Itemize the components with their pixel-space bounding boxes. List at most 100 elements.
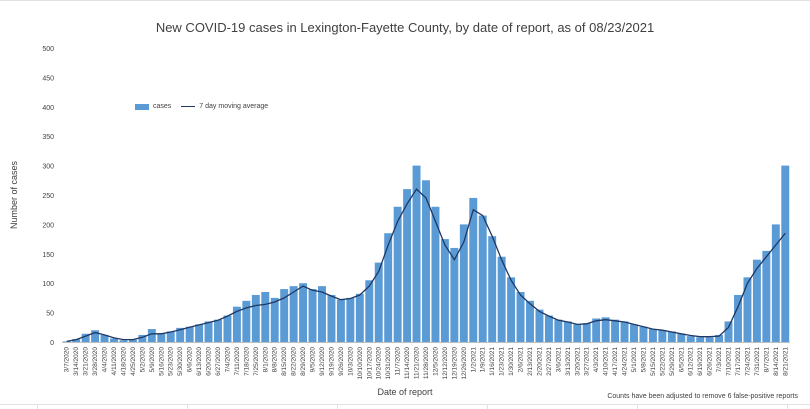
x-tick-label: 11/14/2020 xyxy=(404,347,411,379)
bar-cases xyxy=(185,326,194,342)
x-axis-title: Date of report xyxy=(377,387,433,397)
y-tick-label: 0 xyxy=(50,340,54,347)
bar-cases xyxy=(781,165,790,342)
x-tick-label: 12/12/2020 xyxy=(442,347,449,380)
x-tick-label: 6/5/2021 xyxy=(678,347,685,373)
bar-cases xyxy=(554,319,563,342)
y-tick-label: 200 xyxy=(42,222,54,229)
x-tick-label: 2/6/2021 xyxy=(518,347,525,373)
x-tick-label: 7/24/2021 xyxy=(744,347,751,376)
x-tick-label: 10/31/2020 xyxy=(385,347,392,380)
x-tick-label: 6/19/2021 xyxy=(697,347,704,376)
bar-cases xyxy=(270,297,279,342)
x-tick-label: 9/26/2020 xyxy=(338,347,345,376)
y-tick-label: 150 xyxy=(42,252,54,259)
bar-cases xyxy=(459,224,468,342)
bar-cases xyxy=(771,224,780,342)
bar-cases xyxy=(488,236,497,342)
legend-swatch-cases xyxy=(135,103,149,110)
x-tick-label: 5/30/2020 xyxy=(177,347,184,376)
bar-cases xyxy=(261,292,270,342)
x-tick-label: 4/25/2020 xyxy=(130,347,137,376)
x-tick-label: 8/22/2020 xyxy=(291,347,298,376)
x-tick-label: 11/21/2020 xyxy=(414,347,421,379)
x-tick-label: 7/31/2021 xyxy=(754,347,761,376)
bar-cases xyxy=(440,239,449,342)
x-tick-label: 5/1/2021 xyxy=(631,347,638,373)
bar-cases xyxy=(195,324,204,342)
x-tick-label: 3/28/2020 xyxy=(92,347,99,376)
y-tick-label: 450 xyxy=(42,75,54,82)
x-tick-label: 3/20/2021 xyxy=(574,347,581,376)
x-tick-label: 10/24/2020 xyxy=(376,347,383,380)
x-tick-label: 1/2/2021 xyxy=(470,347,477,373)
x-tick-label: 8/1/2020 xyxy=(262,347,269,373)
bar-cases xyxy=(204,321,213,342)
x-tick-label: 12/26/2020 xyxy=(461,347,468,380)
bar-cases xyxy=(318,286,326,342)
bar-cases xyxy=(223,315,232,342)
bar-cases xyxy=(450,247,459,342)
bar-cases xyxy=(752,259,761,342)
x-tick-label: 12/19/2020 xyxy=(451,347,458,380)
x-tick-label: 4/18/2020 xyxy=(120,347,127,376)
chart-legend: cases 7 day moving average xyxy=(135,103,268,110)
x-tick-label: 3/7/2020 xyxy=(64,347,71,373)
bar-cases xyxy=(422,180,430,342)
x-tick-label: 9/19/2020 xyxy=(328,347,335,376)
bar-cases xyxy=(393,206,402,342)
bar-cases xyxy=(147,329,156,342)
legend-label-moving-average: 7 day moving average xyxy=(199,103,269,110)
bar-cases xyxy=(743,277,752,342)
x-tick-label: 6/20/2020 xyxy=(206,347,213,376)
x-tick-label: 4/17/2021 xyxy=(612,347,619,376)
bar-cases xyxy=(582,323,591,342)
bar-cases xyxy=(289,286,298,342)
bar-cases xyxy=(242,300,251,342)
y-tick-label: 500 xyxy=(42,46,54,53)
bar-cases xyxy=(166,331,175,342)
bar-cases xyxy=(734,294,742,342)
x-tick-label: 7/17/2021 xyxy=(735,347,742,376)
bar-cases xyxy=(128,339,137,342)
x-tick-label: 8/7/2021 xyxy=(763,347,770,373)
x-tick-label: 8/29/2020 xyxy=(300,347,307,376)
x-tick-label: 5/8/2021 xyxy=(640,347,647,373)
y-tick-label: 100 xyxy=(42,281,54,288)
y-tick-label: 350 xyxy=(42,134,54,141)
bar-cases xyxy=(81,333,90,342)
x-tick-label: 9/12/2020 xyxy=(319,347,326,376)
x-tick-label: 10/10/2020 xyxy=(357,347,364,380)
bar-cases xyxy=(280,289,289,342)
bar-cases xyxy=(601,317,610,342)
x-tick-label: 8/15/2020 xyxy=(281,347,288,376)
bar-cases xyxy=(696,337,705,342)
bar-cases xyxy=(667,331,676,342)
chart-title: New COVID-19 cases in Lexington-Fayette … xyxy=(155,20,655,35)
x-tick-label: 3/21/2020 xyxy=(83,347,90,376)
footnote: Counts have been adjusted to remove 6 fa… xyxy=(607,393,798,400)
x-tick-label: 6/26/2021 xyxy=(707,347,714,376)
x-tick-label: 7/3/2021 xyxy=(716,347,723,373)
x-tick-label: 8/21/2021 xyxy=(782,347,789,376)
x-tick-label: 7/18/2020 xyxy=(243,347,250,376)
x-tick-label: 7/10/2021 xyxy=(726,347,733,376)
x-tick-label: 7/4/2020 xyxy=(224,347,231,373)
bar-cases xyxy=(526,300,534,342)
bar-cases xyxy=(762,250,771,342)
x-tick-label: 5/29/2021 xyxy=(669,347,676,376)
x-tick-label: 4/24/2021 xyxy=(622,347,629,376)
y-tick-label: 400 xyxy=(42,105,54,112)
bar-cases xyxy=(374,262,383,342)
bar-cases xyxy=(403,189,412,342)
bar-cases xyxy=(299,283,308,342)
x-tick-label: 10/3/2020 xyxy=(347,347,354,376)
bar-cases xyxy=(544,315,553,342)
x-tick-label: 1/23/2021 xyxy=(499,347,506,376)
bar-cases xyxy=(214,319,222,342)
y-tick-label: 300 xyxy=(42,164,54,171)
bar-cases xyxy=(431,206,440,342)
x-tick-label: 3/14/2020 xyxy=(73,347,80,376)
bar-cases xyxy=(355,293,364,342)
